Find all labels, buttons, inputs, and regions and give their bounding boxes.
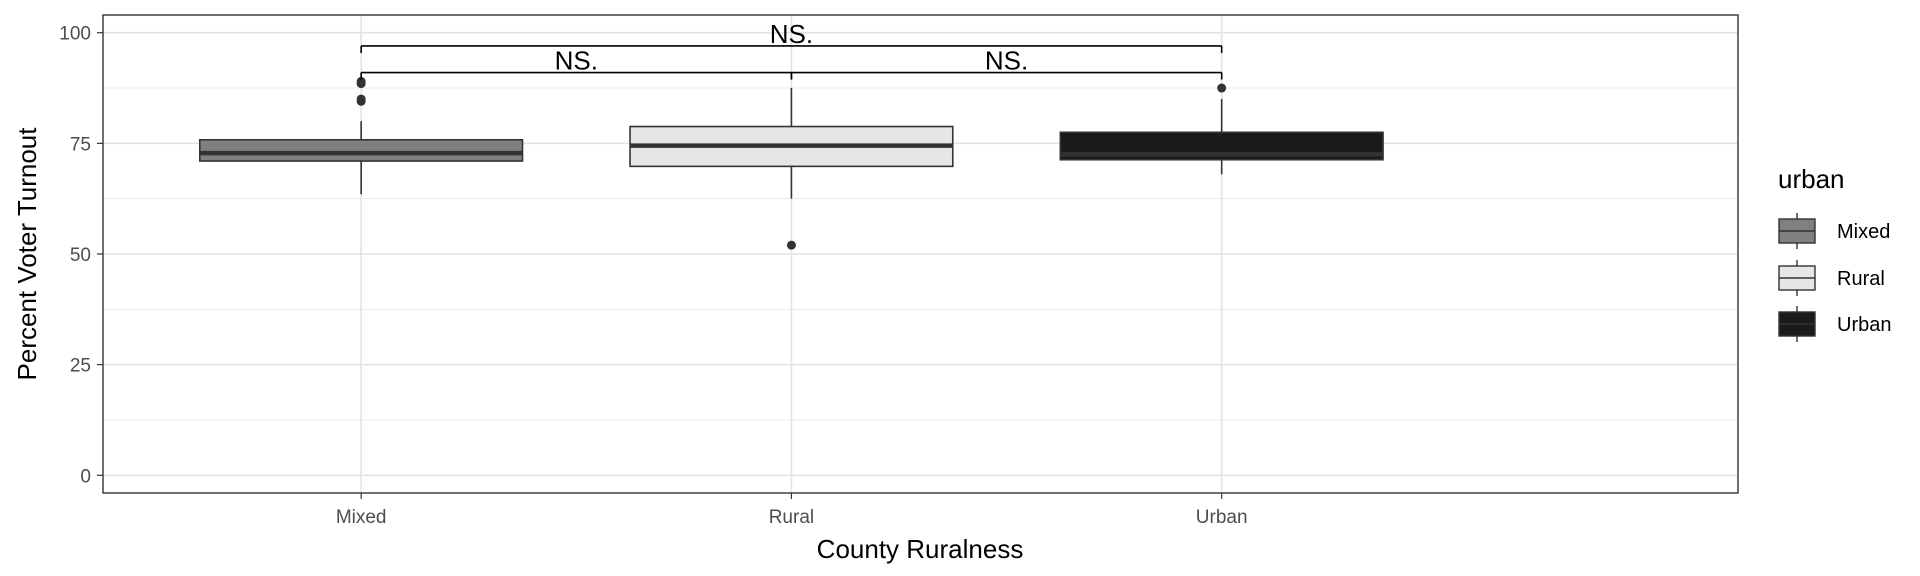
comparison-rural-urban: NS. [790,46,1223,80]
legend-item-urban: Urban [1778,306,1891,342]
legend: urban Mixed Rural Urban [1778,164,1891,342]
y-tick-label: 25 [70,356,91,377]
box-rural [629,88,954,250]
comparison-brackets: NS. NS. NS. [360,19,1223,80]
outlier-point [1217,83,1227,93]
y-tick-label: 100 [59,24,91,45]
x-tick-label: Mixed [336,507,387,528]
legend-item-mixed: Mixed [1778,213,1890,249]
x-axis-title: County Ruralness [817,534,1024,564]
legend-label: Rural [1837,268,1885,290]
x-tick-label: Urban [1196,507,1248,528]
legend-title: urban [1778,164,1845,194]
y-tick-label: 0 [80,466,91,487]
y-axis-title: Percent Voter Turnout [12,127,42,381]
box-urban [1059,83,1384,175]
y-tick-label: 50 [70,245,91,266]
legend-item-rural: Rural [1778,260,1885,296]
y-tick-label: 75 [70,134,91,155]
significance-label: NS. [555,46,598,76]
x-tick-label: Rural [769,507,814,528]
y-axis: 0 25 50 75 100 [59,24,103,487]
outlier-point [356,94,366,104]
comparison-mixed-rural: NS. [360,46,793,80]
box-mixed [199,76,524,195]
legend-label: Urban [1837,314,1891,336]
significance-label: NS. [985,46,1028,76]
box-series [199,76,1384,250]
significance-label: NS. [770,19,813,49]
box-body [199,139,524,162]
comparison-mixed-urban: NS. [360,19,1223,53]
x-axis: Mixed Rural Urban [336,493,1248,528]
outlier-point [786,240,796,250]
legend-label: Mixed [1837,221,1890,243]
outlier-point [356,76,366,86]
